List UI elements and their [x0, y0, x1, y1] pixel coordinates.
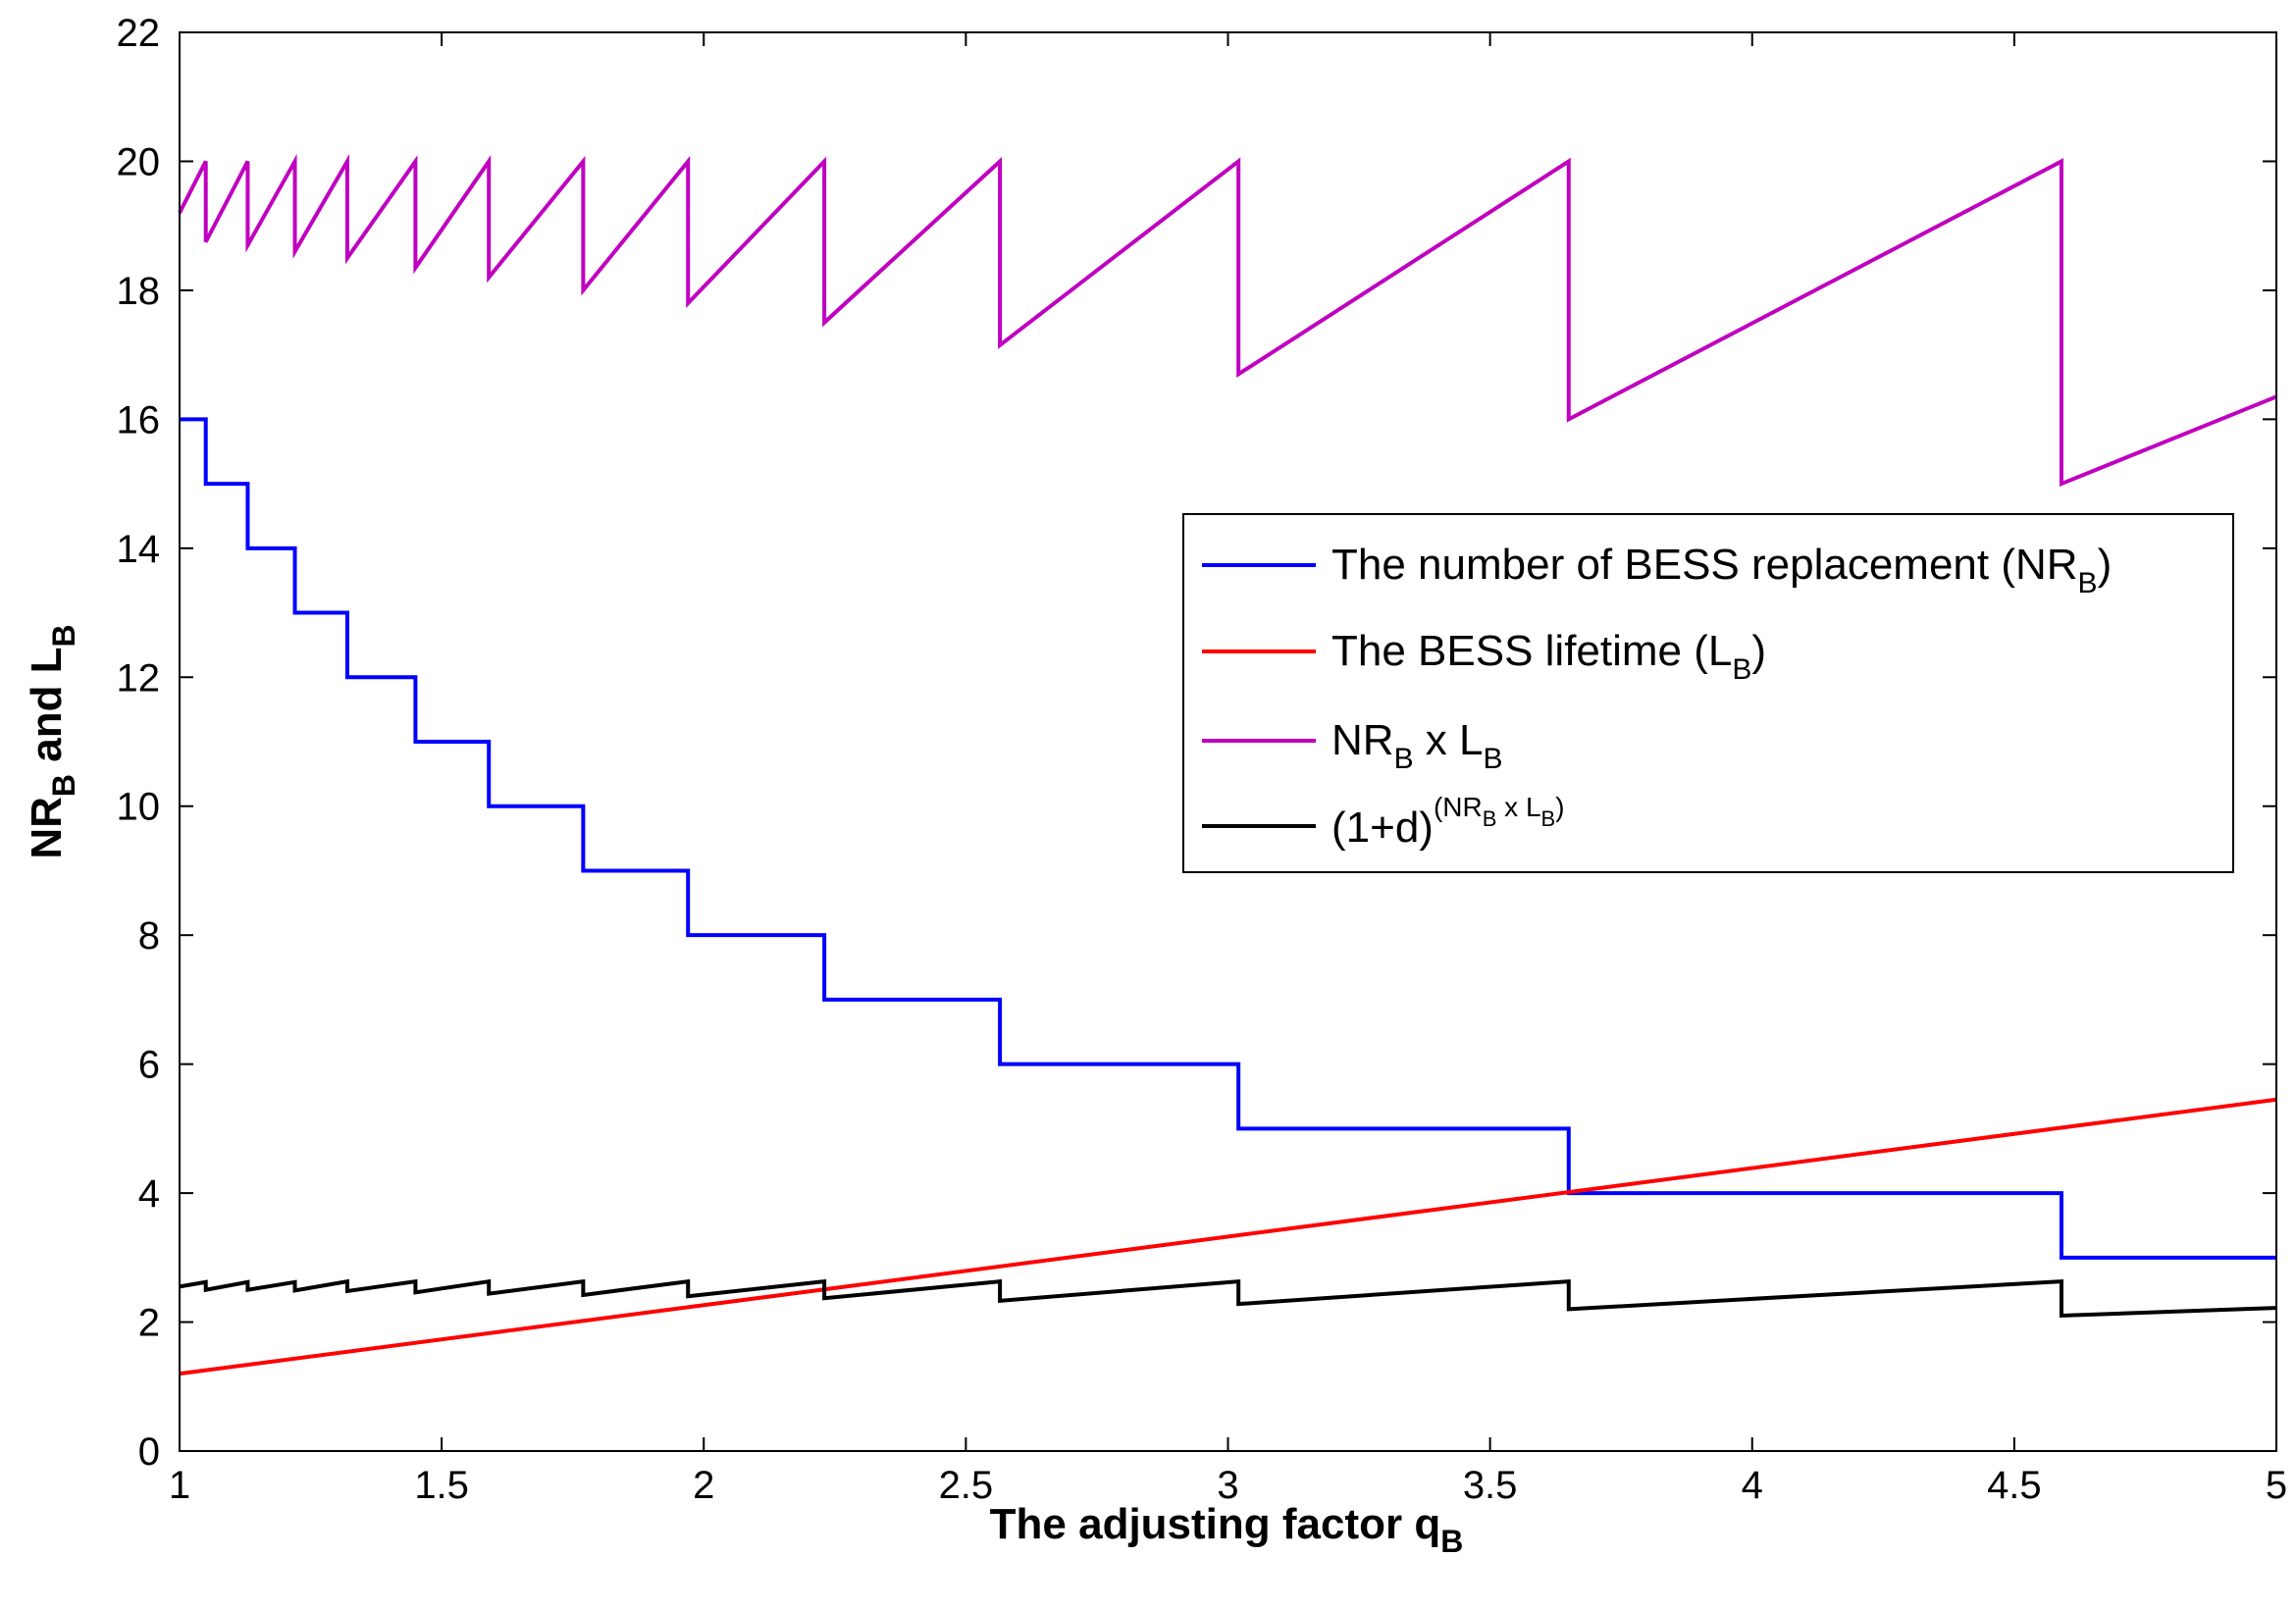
series-line-3 [179, 1278, 2277, 1319]
y-axis-label: NRB and LB [23, 624, 81, 858]
svg-text:(1+d)(NRB x LB): (1+d)(NRB x LB) [1331, 792, 1565, 852]
series-line-2 [178, 153, 2277, 488]
legend-entry-discount: (1+d)(NRB x LB) [1202, 792, 1565, 852]
axis-ticks: 1 1.5 2 2.5 3 3.5 4 4.5 5 0 2 4 6 8 10 12 14 16 18 20 22 [117, 12, 2288, 1507]
y-tick-label: 22 [117, 12, 161, 55]
x-tick-label: 3 [1217, 1464, 1238, 1507]
y-tick-label: 2 [138, 1302, 160, 1345]
y-tick-label: 0 [138, 1430, 160, 1474]
series-line-0 [180, 417, 2276, 1260]
y-tick-label: 6 [138, 1044, 160, 1087]
series-line-1 [179, 1097, 2277, 1376]
y-tick-label: 14 [117, 528, 161, 571]
legend-entry-nr: The number of BESS replacement (NRB) [1202, 541, 2112, 599]
x-tick-label: 2.5 [939, 1464, 994, 1507]
series-group [178, 153, 2277, 1376]
svg-text:The number of BESS replacement: The number of BESS replacement (NRB) [1331, 541, 2112, 599]
svg-text:NRB x LB: NRB x LB [1331, 716, 1503, 775]
y-tick-label: 8 [138, 914, 160, 958]
legend-label-product: NR [1331, 716, 1394, 764]
x-tick-label: 5 [2266, 1464, 2287, 1507]
y-tick-label: 10 [117, 786, 161, 829]
legend-label-nr: The number of BESS replacement (NR [1331, 541, 2078, 589]
legend-entry-lb: The BESS lifetime (LB) [1202, 627, 1766, 686]
legend-label-discount: (1+d) [1331, 804, 1434, 852]
x-tick-label: 2 [693, 1464, 714, 1507]
svg-text:The BESS lifetime (LB): The BESS lifetime (LB) [1331, 627, 1766, 686]
x-tick-label: 4 [1742, 1464, 1763, 1507]
y-tick-label: 4 [138, 1172, 160, 1216]
x-tick-label: 3.5 [1463, 1464, 1518, 1507]
axes-box [179, 31, 2277, 1452]
x-tick-label: 1.5 [414, 1464, 469, 1507]
legend-label-lb: The BESS lifetime (L [1331, 627, 1732, 675]
legend: The number of BESS replacement (NRB) The… [1182, 513, 2234, 873]
x-axis-label: The adjusting factor qB [990, 1500, 1464, 1559]
y-tick-label: 18 [117, 270, 161, 313]
x-tick-label: 1 [169, 1464, 190, 1507]
legend-entry-product: NRB x LB [1202, 716, 1503, 775]
y-tick-label: 16 [117, 398, 161, 441]
x-tick-label: 4.5 [1987, 1464, 2042, 1507]
y-tick-label: 20 [117, 140, 161, 183]
legend-box [1182, 513, 2234, 873]
y-tick-label: 12 [117, 656, 161, 700]
